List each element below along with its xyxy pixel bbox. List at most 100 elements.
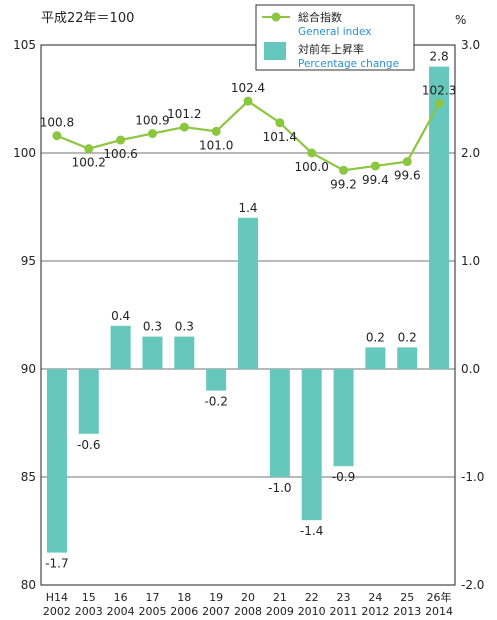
line-point: [211, 126, 221, 136]
axes: 80859095100105-2.0-1.00.01.02.03.0H14200…: [13, 38, 484, 618]
x-tick-year: 2007: [202, 605, 230, 618]
x-tick-era: 21: [273, 591, 287, 604]
line-value-label: 102.3: [422, 83, 456, 97]
x-tick-year: 2013: [393, 605, 421, 618]
bar: [110, 325, 131, 369]
line-point: [434, 98, 444, 108]
right-axis-tick: 1.0: [461, 254, 480, 268]
x-tick-year: 2002: [43, 605, 71, 618]
right-axis-tick: -1.0: [461, 470, 484, 484]
legend-bar-swatch: [264, 42, 286, 60]
left-axis-tick: 105: [13, 38, 36, 52]
line-value-label: 101.0: [199, 138, 233, 152]
legend: 総合指数 General index 対前年上昇率 Percentage cha…: [255, 4, 415, 71]
legend-line-name-en: General index: [298, 26, 371, 38]
line-point: [402, 157, 412, 167]
bar: [365, 347, 386, 369]
line-point: [116, 135, 126, 145]
legend-line-name: 総合指数: [298, 10, 342, 24]
bar: [333, 369, 354, 467]
x-tick-year: 2010: [298, 605, 326, 618]
left-axis-tick: 85: [21, 470, 36, 484]
bar: [46, 369, 67, 553]
x-tick-year: 2008: [234, 605, 262, 618]
x-tick-era: 20: [241, 591, 255, 604]
bar-value-label: 0.3: [175, 320, 194, 334]
line-point: [307, 148, 317, 158]
bar-value-label: 1.4: [238, 201, 257, 215]
right-axis-tick: -2.0: [461, 578, 484, 592]
bar: [174, 336, 195, 369]
line-value-label: 99.4: [362, 173, 389, 187]
line-point: [339, 165, 349, 175]
right-axis-tick: 3.0: [461, 38, 480, 52]
line-point: [370, 161, 380, 171]
line-value-label: 99.2: [330, 177, 357, 191]
bar: [206, 369, 227, 391]
line-point: [243, 96, 253, 106]
x-tick-era: 25: [400, 591, 414, 604]
bar: [78, 369, 99, 434]
bar-value-label: -0.6: [77, 438, 100, 452]
line-point: [275, 118, 285, 128]
line-value-label: 101.4: [263, 130, 297, 144]
line-series: [52, 96, 444, 175]
x-tick-era: 22: [305, 591, 319, 604]
bar-value-label: 0.4: [111, 309, 130, 323]
line-value-label: 100.6: [103, 147, 137, 161]
line-point: [52, 131, 62, 141]
line-value-label: 100.9: [135, 114, 169, 128]
left-axis-tick: 80: [21, 578, 36, 592]
x-tick-era: 18: [177, 591, 191, 604]
bar: [142, 336, 163, 369]
left-axis-tick: 95: [21, 254, 36, 268]
legend-line-dot: [271, 12, 281, 22]
left-axis-tick: 100: [13, 146, 36, 160]
x-tick-year: 2006: [170, 605, 198, 618]
bar: [429, 66, 450, 369]
x-tick-era: 24: [368, 591, 382, 604]
x-tick-era: 19: [209, 591, 223, 604]
bar-value-label: -0.2: [204, 395, 227, 409]
right-axis-tick: 2.0: [461, 146, 480, 160]
right-axis-unit: %: [455, 13, 466, 27]
legend-bar-name-en: Percentage change: [298, 58, 399, 70]
plot-frame: [40, 44, 456, 586]
x-tick-year: 2011: [330, 605, 358, 618]
x-tick-era: 26年: [427, 590, 452, 604]
bar: [238, 217, 258, 369]
bar-value-label: -0.9: [332, 470, 355, 484]
bar-value-label: -1.4: [300, 524, 323, 538]
line-point: [179, 122, 189, 132]
bar-value-label: -1.7: [45, 557, 68, 571]
left-axis-tick: 90: [21, 362, 36, 376]
x-tick-year: 2009: [266, 605, 294, 618]
x-tick-era: H14: [46, 591, 68, 604]
x-tick-year: 2014: [425, 605, 453, 618]
bar-value-label: 0.2: [398, 330, 417, 344]
line-value-label: 100.0: [295, 160, 329, 174]
bars: [46, 66, 450, 553]
line-point: [84, 144, 94, 154]
right-axis-tick: 0.0: [461, 362, 480, 376]
line-value-label: 99.6: [394, 169, 421, 183]
legend-bar-name: 対前年上昇率: [298, 42, 364, 56]
x-tick-era: 23: [337, 591, 351, 604]
line-point: [147, 129, 157, 139]
line-value-label: 102.4: [231, 81, 265, 95]
line-value-label: 100.8: [40, 116, 74, 130]
x-tick-year: 2005: [138, 605, 166, 618]
bar-value-label: 2.8: [430, 50, 449, 64]
x-tick-era: 17: [145, 591, 159, 604]
x-tick-year: 2012: [361, 605, 389, 618]
bar: [269, 369, 290, 477]
x-tick-year: 2003: [75, 605, 103, 618]
x-tick-era: 16: [114, 591, 128, 604]
bar-value-label: 0.3: [143, 320, 162, 334]
base-note: 平成22年＝100: [41, 11, 134, 26]
bar: [397, 347, 418, 369]
bar: [301, 369, 322, 521]
x-tick-era: 15: [82, 591, 96, 604]
